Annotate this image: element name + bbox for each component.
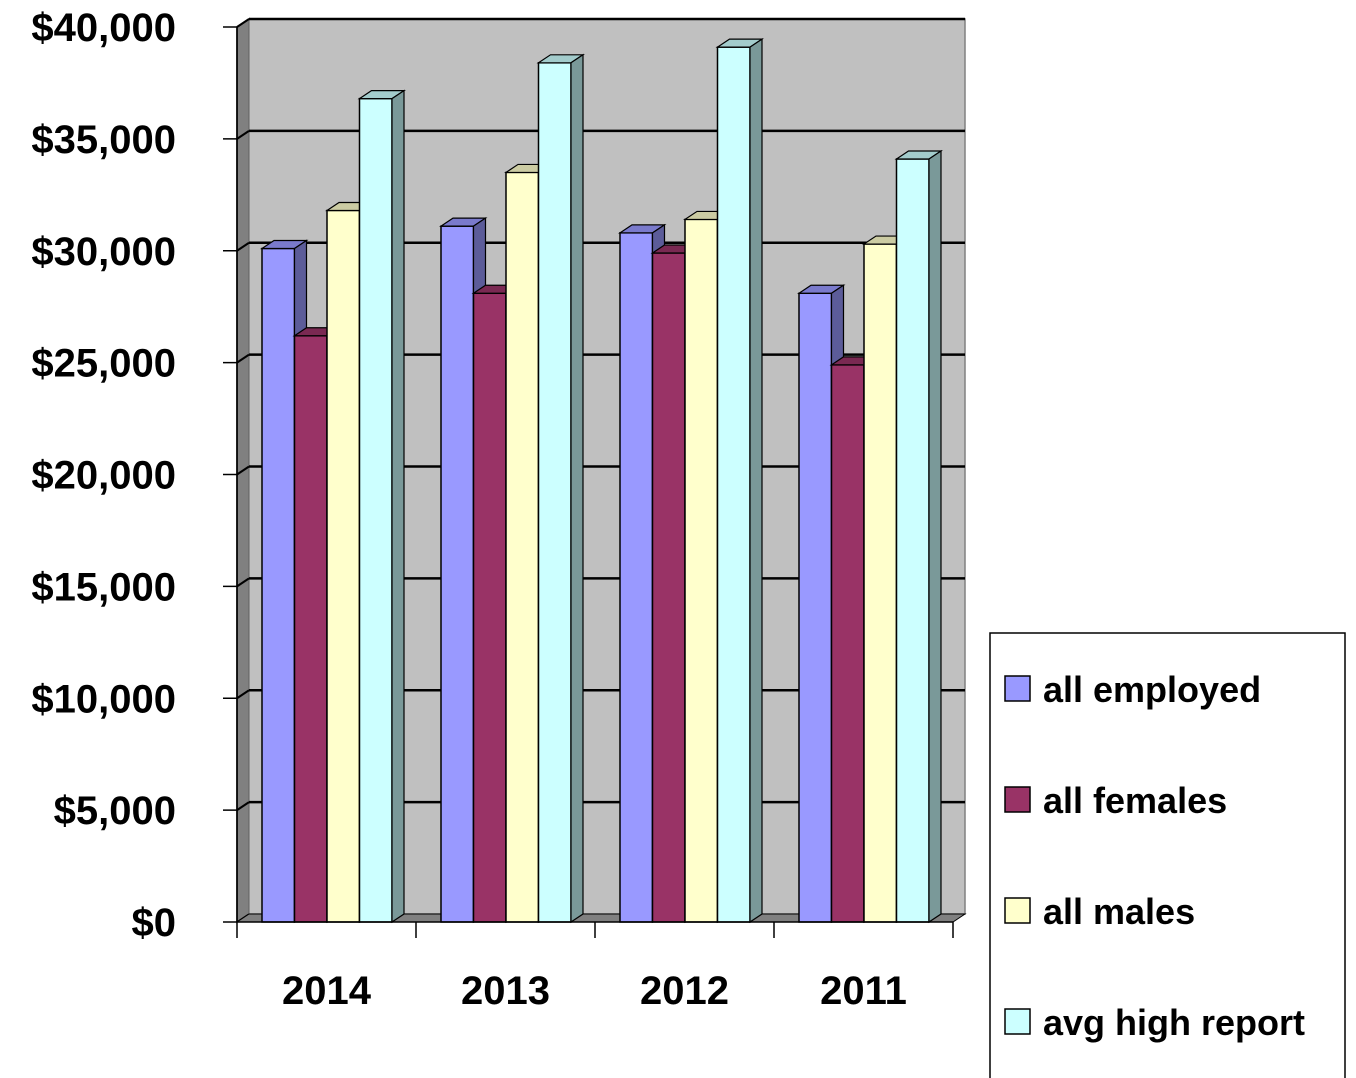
y-tick-label: $30,000 bbox=[31, 230, 176, 274]
legend-label: all employed bbox=[1043, 669, 1261, 710]
legend: all employed all females all males avg high… bbox=[989, 632, 1346, 1078]
y-tick-label: $25,000 bbox=[31, 342, 176, 386]
gridline-side bbox=[236, 577, 250, 588]
bar-side bbox=[928, 149, 942, 924]
bars bbox=[260, 38, 943, 924]
legend-label: all males bbox=[1043, 891, 1195, 932]
bar-avg-high-report-2011 bbox=[894, 149, 943, 924]
gridline-side bbox=[236, 241, 250, 252]
bar-front bbox=[440, 225, 475, 923]
bar-front bbox=[326, 209, 361, 923]
legend-label: all females bbox=[1043, 780, 1227, 821]
x-tick-label: 2012 bbox=[640, 969, 729, 1013]
x-axis: 2014 2013 2012 2011 bbox=[236, 921, 954, 1013]
bar-front bbox=[716, 46, 751, 923]
legend-box bbox=[989, 632, 1346, 1078]
gridline-side bbox=[236, 18, 250, 28]
x-tick-label: 2011 bbox=[820, 969, 907, 1013]
bar-side bbox=[570, 53, 584, 924]
x-tick-label: 2014 bbox=[282, 969, 372, 1013]
gridline-side bbox=[236, 130, 250, 140]
y-tick-label: $20,000 bbox=[31, 454, 176, 498]
bar-front bbox=[619, 232, 654, 923]
y-tick-label: $15,000 bbox=[31, 565, 176, 609]
gridline-side bbox=[236, 689, 250, 700]
bar-front bbox=[863, 243, 898, 923]
y-tick-label: $35,000 bbox=[31, 118, 176, 162]
bar-front bbox=[684, 218, 719, 923]
y-tick-label: $40,000 bbox=[31, 6, 176, 50]
bar-front bbox=[472, 292, 507, 923]
bar-front bbox=[537, 62, 572, 923]
bar-front bbox=[358, 97, 393, 923]
bar-side bbox=[391, 89, 405, 924]
legend-label: avg high report bbox=[1043, 1002, 1305, 1043]
bar-front bbox=[895, 158, 930, 923]
bar-front bbox=[293, 335, 328, 923]
bar-front bbox=[651, 252, 686, 923]
y-tick-label: $10,000 bbox=[31, 677, 176, 721]
gridline-side bbox=[236, 801, 250, 811]
gridline-side bbox=[236, 353, 250, 364]
y-tick-label: $5,000 bbox=[54, 789, 176, 833]
legend-swatch bbox=[1004, 675, 1031, 702]
gridline-side bbox=[236, 465, 250, 476]
legend-swatch bbox=[1004, 1008, 1031, 1035]
bar-front bbox=[830, 364, 865, 923]
bar-front bbox=[505, 171, 540, 923]
legend-swatch bbox=[1004, 786, 1031, 813]
x-tick-label: 2013 bbox=[461, 969, 550, 1013]
bar-avg-high-report-2012 bbox=[715, 38, 764, 924]
y-axis: $0 $5,000 $10,000 $15,000 $20,000 $25,000 $30,… bbox=[31, 6, 238, 945]
y-tick-label: $0 bbox=[132, 901, 177, 945]
bar-avg-high-report-2014 bbox=[357, 89, 406, 924]
bar-front bbox=[261, 247, 296, 923]
bar-front bbox=[798, 292, 833, 923]
bar-side bbox=[749, 38, 763, 924]
legend-swatch bbox=[1004, 897, 1031, 924]
bar-avg-high-report-2013 bbox=[536, 53, 585, 924]
